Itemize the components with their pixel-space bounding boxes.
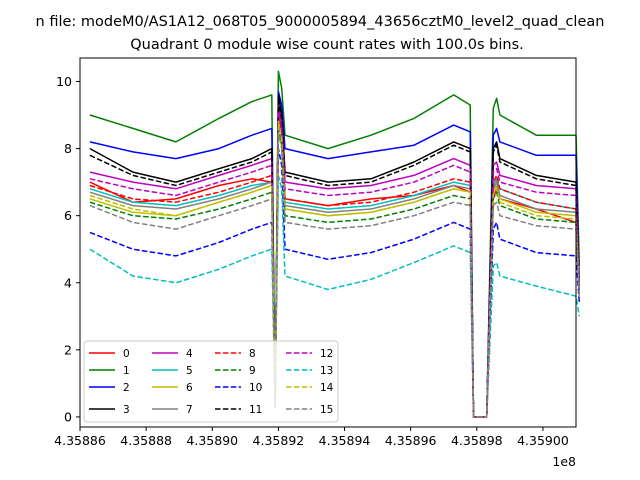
plot-frame (79, 57, 577, 428)
y-tick-label: 0 (64, 409, 72, 424)
legend-label-11: 11 (249, 404, 262, 416)
series-line-9 (89, 127, 581, 418)
x-tick-label: 4.35900 (517, 433, 569, 448)
series-line-1 (89, 70, 581, 418)
legend-label-1: 1 (123, 365, 130, 377)
y-tick-label: 2 (64, 342, 72, 357)
series-layer (89, 70, 581, 418)
series-line-12 (89, 110, 581, 418)
legend-label-3: 3 (123, 404, 130, 416)
series-line-15 (89, 131, 581, 418)
legend-label-13: 13 (320, 365, 333, 377)
legend-label-0: 0 (123, 348, 130, 360)
series-line-13 (89, 174, 581, 418)
x-tick-label: 4.35898 (451, 433, 503, 448)
y-tick-label: 6 (64, 208, 72, 223)
chart-title: Quadrant 0 module wise count rates with … (130, 37, 524, 53)
series-line-2 (89, 90, 581, 418)
legend-label-9: 9 (249, 365, 256, 377)
y-tick-label: 8 (64, 141, 72, 156)
legend-label-14: 14 (320, 382, 334, 394)
legend-frame (83, 340, 339, 423)
y-tick-label: 10 (56, 74, 72, 89)
y-tick-label: 4 (64, 275, 72, 290)
legend-label-12: 12 (320, 348, 333, 360)
x-tick-label: 4.35890 (186, 433, 238, 448)
x-offset-label: 1e8 (552, 454, 576, 469)
series-line-14 (89, 120, 581, 418)
series-line-4 (89, 104, 581, 418)
x-tick-label: 4.35896 (385, 433, 437, 448)
x-tick-label: 4.35886 (54, 433, 106, 448)
legend-label-4: 4 (186, 348, 193, 360)
y-axis: 0 2 4 6 8 10 (56, 74, 80, 424)
legend-label-6: 6 (186, 382, 193, 394)
x-tick-label: 4.35888 (120, 433, 172, 448)
x-tick-label: 4.35894 (319, 433, 371, 448)
series-line-8 (89, 114, 581, 418)
legend-label-5: 5 (186, 365, 193, 377)
legend-label-10: 10 (249, 382, 262, 394)
series-line-10 (89, 147, 581, 418)
x-axis: 4.35886 4.35888 4.35890 4.35892 4.35894 4.358… (54, 427, 569, 448)
legend-label-7: 7 (186, 404, 193, 416)
legend-label-2: 2 (123, 382, 130, 394)
legend-label-8: 8 (249, 348, 256, 360)
series-line-7 (89, 117, 581, 418)
series-line-11 (89, 100, 581, 418)
x-tick-label: 4.35892 (253, 433, 305, 448)
series-line-3 (89, 94, 581, 418)
figure-suptitle: n file: modeM0/AS1A12_068T05_9000005894_… (35, 14, 605, 30)
legend-label-15: 15 (320, 404, 333, 416)
